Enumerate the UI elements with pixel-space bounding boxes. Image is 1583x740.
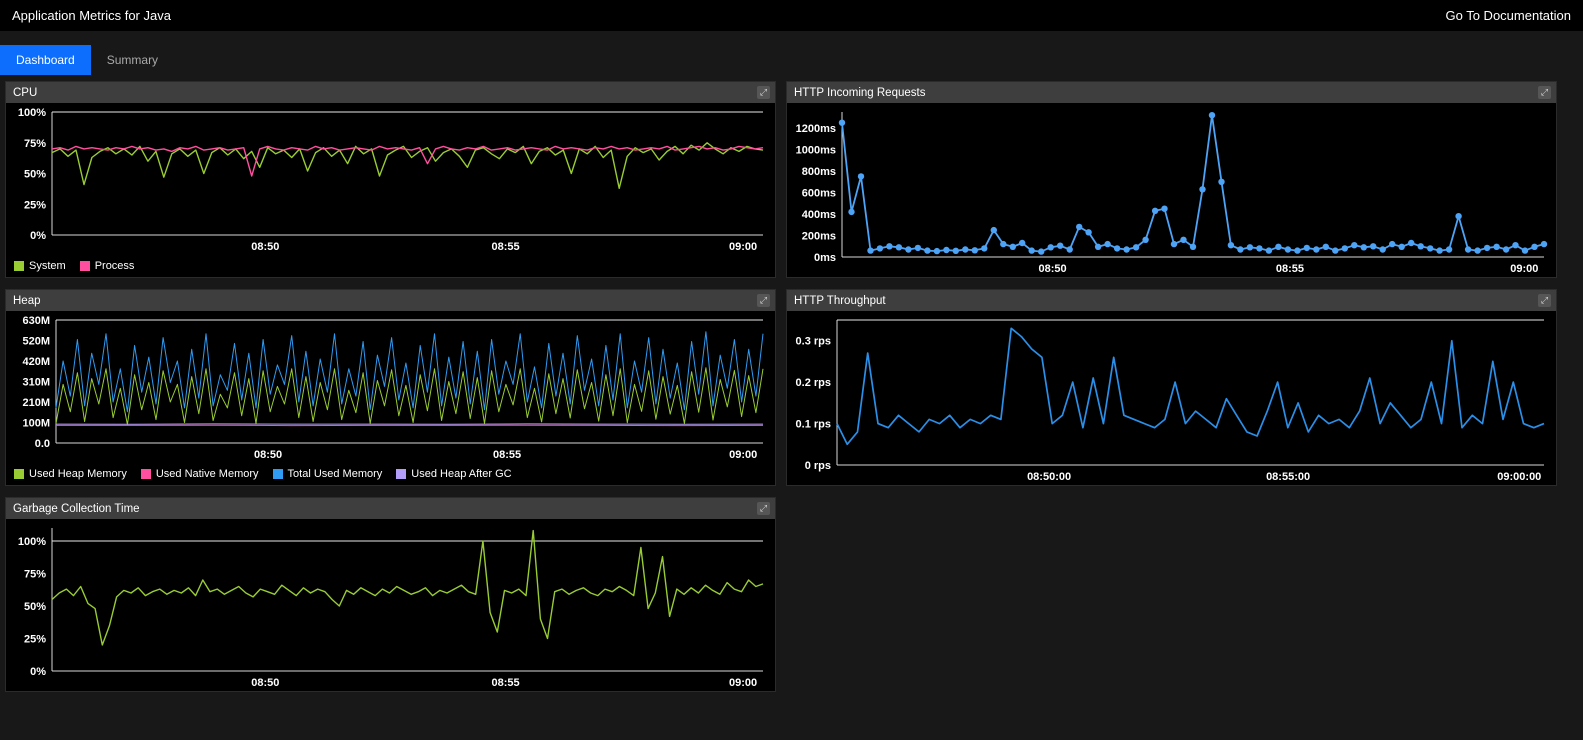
http-incoming-chart: 0ms 200ms 400ms 600ms 800ms 1000ms 1200ms 08:50…	[787, 103, 1556, 277]
svg-text:09:00:00: 09:00:00	[1497, 471, 1541, 483]
right-column: HTTP Incoming Requests ⤢ 0ms 200ms 400ms 60…	[786, 81, 1557, 486]
svg-text:310M: 310M	[22, 377, 50, 389]
legend-item[interactable]: Used Heap After GC	[396, 468, 512, 480]
http-throughput-chart: 0 rps 0.1 rps 0.2 rps 0.3 rps 08:50:00 08:55:…	[787, 311, 1556, 485]
svg-text:08:55: 08:55	[1276, 263, 1304, 275]
heap-chart: 0.0 100M 210M 310M 420M 520M 630M 08:50 08:55 09:…	[6, 311, 775, 463]
svg-text:09:00: 09:00	[729, 449, 757, 461]
gc-panel-header: Garbage Collection Time ⤢	[6, 498, 775, 519]
svg-text:08:55: 08:55	[492, 241, 520, 253]
resize-icon[interactable]: ⤢	[757, 502, 770, 515]
http-incoming-panel-header: HTTP Incoming Requests ⤢	[787, 82, 1556, 103]
legend-swatch	[79, 261, 90, 271]
svg-text:630M: 630M	[22, 315, 50, 327]
svg-text:25%: 25%	[24, 199, 46, 211]
svg-text:520M: 520M	[22, 336, 50, 348]
heap-panel: Heap ⤢ 0.0 100M 210M 310M 420M 520M 630M 08:50 0…	[5, 289, 776, 486]
legend-swatch	[14, 469, 24, 479]
cpu-legend: System Process	[6, 255, 775, 277]
gc-panel: Garbage Collection Time ⤢ 0% 25% 50% 75% 100…	[5, 497, 776, 692]
svg-text:25%: 25%	[24, 634, 46, 646]
go-to-documentation-link[interactable]: Go To Documentation	[1445, 8, 1572, 23]
legend-item[interactable]: Used Native Memory	[140, 468, 259, 480]
svg-text:600ms: 600ms	[802, 188, 836, 200]
svg-text:0%: 0%	[30, 666, 46, 678]
svg-text:1200ms: 1200ms	[796, 123, 836, 135]
svg-text:0.3 rps: 0.3 rps	[796, 336, 831, 348]
legend-swatch	[140, 469, 151, 479]
svg-text:50%: 50%	[24, 169, 46, 181]
svg-text:08:50: 08:50	[251, 241, 279, 253]
resize-icon[interactable]: ⤢	[757, 294, 770, 307]
dashboard-grid: CPU ⤢ 0% 25% 50% 75% 100% 08:50 08:55 09:00 Sys…	[0, 75, 1583, 692]
svg-text:08:55:00: 08:55:00	[1266, 471, 1310, 483]
svg-text:0 rps: 0 rps	[805, 460, 831, 472]
svg-text:0ms: 0ms	[814, 252, 836, 264]
resize-icon[interactable]: ⤢	[1538, 294, 1551, 307]
svg-text:100%: 100%	[18, 107, 46, 119]
svg-text:100%: 100%	[18, 536, 46, 548]
top-bar: Application Metrics for Java Go To Docum…	[0, 0, 1583, 31]
svg-text:210M: 210M	[22, 397, 50, 409]
heap-legend: Used Heap Memory Used Native Memory Total …	[6, 463, 775, 485]
legend-swatch	[14, 261, 24, 271]
http-throughput-panel-header: HTTP Throughput ⤢	[787, 290, 1556, 311]
svg-text:08:50: 08:50	[251, 677, 279, 689]
svg-text:0.1 rps: 0.1 rps	[796, 419, 831, 431]
resize-icon[interactable]: ⤢	[1538, 86, 1551, 99]
svg-text:08:50:00: 08:50:00	[1027, 471, 1071, 483]
legend-swatch	[272, 469, 283, 479]
svg-text:200ms: 200ms	[802, 231, 836, 243]
svg-text:0%: 0%	[30, 230, 46, 242]
svg-text:420M: 420M	[22, 356, 50, 368]
cpu-panel: CPU ⤢ 0% 25% 50% 75% 100% 08:50 08:55 09:00 Sys…	[5, 81, 776, 278]
svg-text:0.2 rps: 0.2 rps	[796, 377, 831, 389]
gc-chart: 0% 25% 50% 75% 100% 08:50 08:55 09:00	[6, 519, 775, 691]
tab-summary[interactable]: Summary	[106, 53, 159, 67]
svg-text:08:50: 08:50	[254, 449, 282, 461]
svg-text:800ms: 800ms	[802, 166, 836, 178]
resize-icon[interactable]: ⤢	[757, 86, 770, 99]
legend-item[interactable]: Total Used Memory	[272, 468, 382, 480]
legend-item[interactable]: System	[14, 260, 66, 272]
svg-text:08:55: 08:55	[493, 449, 521, 461]
svg-text:09:00: 09:00	[729, 677, 757, 689]
tab-dashboard[interactable]: Dashboard	[0, 45, 91, 75]
legend-swatch	[396, 469, 407, 479]
http-throughput-panel: HTTP Throughput ⤢ 0 rps 0.1 rps 0.2 rps 0.3…	[786, 289, 1557, 486]
left-column: CPU ⤢ 0% 25% 50% 75% 100% 08:50 08:55 09:00 Sys…	[5, 81, 776, 692]
app-title: Application Metrics for Java	[12, 8, 171, 23]
svg-text:09:00: 09:00	[729, 241, 757, 253]
legend-item[interactable]: Process	[79, 260, 134, 272]
svg-text:50%: 50%	[24, 601, 46, 613]
cpu-chart: 0% 25% 50% 75% 100% 08:50 08:55 09:00	[6, 103, 775, 255]
svg-text:0.0: 0.0	[35, 438, 50, 450]
svg-text:75%: 75%	[24, 569, 46, 581]
cpu-panel-title: CPU	[13, 86, 38, 99]
cpu-panel-header: CPU ⤢	[6, 82, 775, 103]
svg-text:1000ms: 1000ms	[796, 145, 836, 157]
svg-text:09:00: 09:00	[1510, 263, 1538, 275]
legend-item[interactable]: Used Heap Memory	[14, 468, 127, 480]
heap-panel-header: Heap ⤢	[6, 290, 775, 311]
http-throughput-panel-title: HTTP Throughput	[794, 294, 886, 307]
svg-text:08:50: 08:50	[1039, 263, 1067, 275]
heap-panel-title: Heap	[13, 294, 41, 307]
svg-text:75%: 75%	[24, 138, 46, 150]
http-incoming-panel: HTTP Incoming Requests ⤢ 0ms 200ms 400ms 60…	[786, 81, 1557, 278]
gc-panel-title: Garbage Collection Time	[13, 502, 140, 515]
http-incoming-panel-title: HTTP Incoming Requests	[794, 86, 926, 99]
tab-bar: Dashboard Summary	[0, 45, 1583, 75]
svg-text:400ms: 400ms	[802, 209, 836, 221]
svg-text:08:55: 08:55	[492, 677, 520, 689]
svg-text:100M: 100M	[22, 418, 50, 430]
